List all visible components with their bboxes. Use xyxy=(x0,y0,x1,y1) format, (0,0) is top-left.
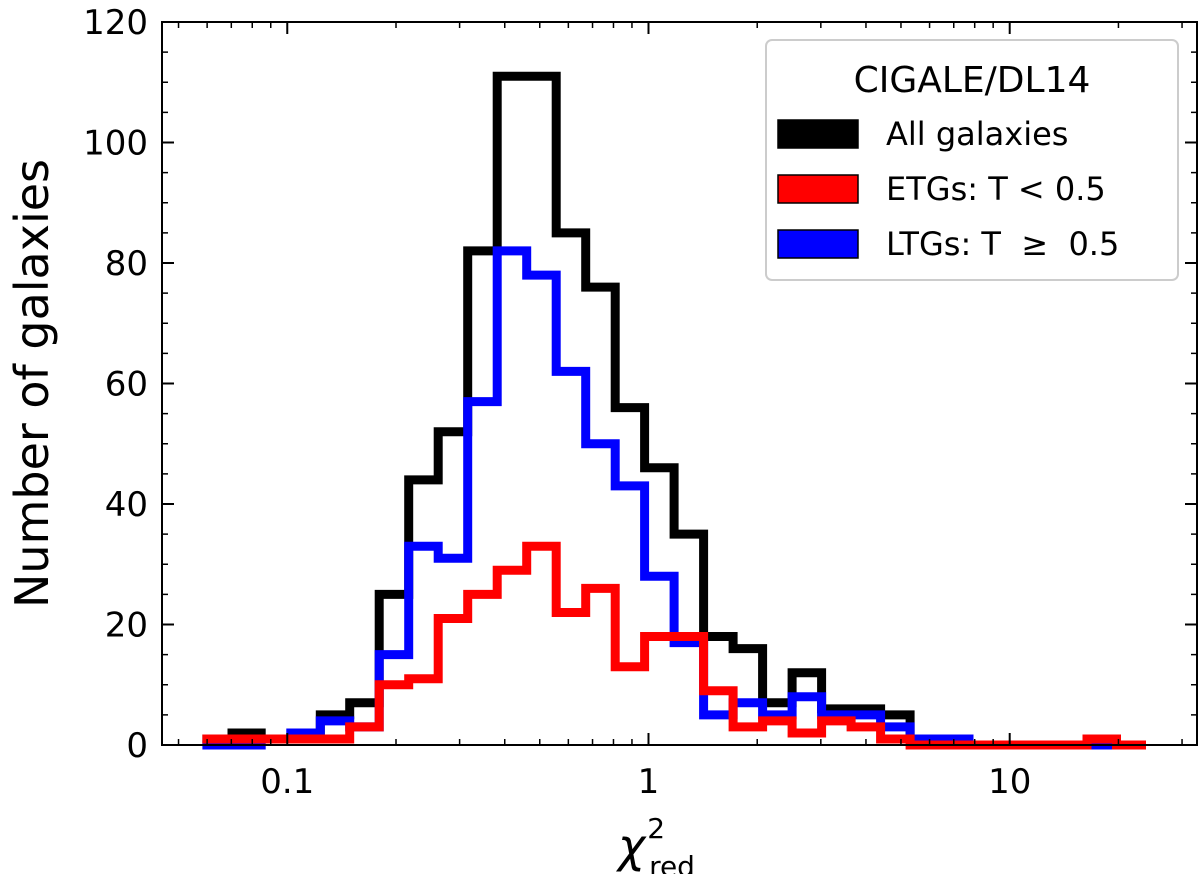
ticks-layer: 0 20 40 60 80 100 120 0.1 1 10 xyxy=(83,3,1197,802)
y-tick-label: 120 xyxy=(83,3,148,43)
legend-swatch xyxy=(777,119,859,149)
x-axis-label: χ2 red xyxy=(615,812,695,874)
y-axis-label: Number of galaxies xyxy=(5,159,59,608)
legend-title: CIGALE/DL14 xyxy=(854,60,1091,101)
y-tick-label: 0 xyxy=(126,726,148,766)
x-axis-label-symbol: χ xyxy=(615,819,647,873)
y-tick-label: 100 xyxy=(83,124,148,164)
legend-label: ETGs: T < 0.5 xyxy=(886,170,1106,208)
y-tick-label: 60 xyxy=(105,365,148,405)
plot-frame xyxy=(161,21,1198,746)
x-tick-label: 0.1 xyxy=(260,762,314,802)
legend-swatch xyxy=(777,229,859,259)
x-axis-label-subscript: red xyxy=(649,850,695,874)
y-tick-label: 80 xyxy=(105,244,148,284)
x-tick-label: 1 xyxy=(638,762,660,802)
legend-label: LTGs: T ≥ 0.5 xyxy=(886,225,1119,263)
legend-swatch xyxy=(777,174,859,204)
x-axis-label-superscript: 2 xyxy=(647,812,665,845)
legend: CIGALE/DL14 All galaxies ETGs: T < 0.5 LTGs… xyxy=(765,39,1179,281)
y-tick-label: 20 xyxy=(105,606,148,646)
y-tick-label: 40 xyxy=(105,485,148,525)
legend-label: All galaxies xyxy=(886,115,1068,153)
x-tick-label: 10 xyxy=(988,762,1031,802)
legend-box xyxy=(765,39,1179,281)
